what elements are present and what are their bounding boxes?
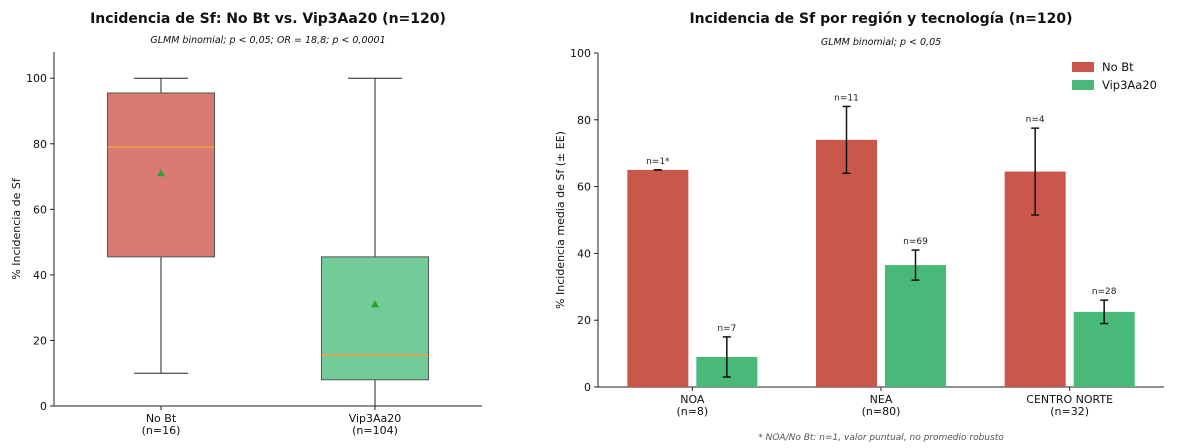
bar-y-tick-label: 20	[577, 314, 591, 327]
box-plot-area: 0 20 40 60 80 100 No Bt(n=16) Vip3Aa20(n=104)	[26, 52, 482, 437]
box-y-tick-label: 0	[40, 400, 47, 413]
box-y-tick-label: 100	[26, 72, 47, 85]
bar-n-label: n=7	[717, 324, 736, 334]
box-iqr	[321, 256, 429, 381]
bar-x-tick-sublabel: (n=32)	[1050, 405, 1089, 418]
box-x-tick-sublabel: (n=16)	[142, 424, 181, 437]
box-y-tick-label: 40	[33, 269, 47, 282]
box-x-tick-label: Vip3Aa20	[349, 412, 402, 425]
box-chart-title: Incidencia de Sf: No Bt vs. Vip3Aa20 (n=…	[90, 11, 446, 27]
bar-chart-footnote: * NOA/No Bt: n=1, valor puntual, no prom…	[758, 433, 1004, 443]
bar-y-tick-label: 40	[577, 247, 591, 260]
box-mean-marker	[157, 169, 165, 177]
bar-x-tick-sublabel: (n=80)	[862, 405, 901, 418]
bar-vip3aa20	[1073, 311, 1135, 387]
bar-x-tick-label: CENTRO NORTE	[1026, 393, 1113, 406]
legend-label: No Bt	[1102, 60, 1134, 74]
bar-n-label: n=69	[903, 237, 928, 247]
box-chart-subtitle: GLMM binomial; p < 0,05; OR = 18,8; p < …	[150, 35, 385, 46]
bar-no-bt	[627, 169, 689, 387]
box-y-tick-label: 20	[33, 334, 47, 347]
bar-y-tick-label: 100	[570, 47, 591, 60]
bar-chart-title: Incidencia de Sf por región y tecnología…	[689, 11, 1072, 27]
bar-y-tick-label: 60	[577, 181, 591, 194]
bar-n-label: n=11	[834, 93, 859, 103]
bar-plot-area: 020406080100n=1*n=7NOA(n=8)n=11n=69NEA(n…	[570, 47, 1164, 418]
bar-n-label: n=4	[1026, 115, 1045, 125]
bar-vip3aa20	[885, 265, 946, 387]
box-mean-marker	[371, 300, 379, 308]
box-y-tick-label: 80	[33, 138, 47, 151]
box-x-tick-sublabel: (n=104)	[352, 424, 398, 437]
legend-swatch	[1072, 80, 1094, 90]
bar-n-label: n=28	[1092, 287, 1117, 297]
box-x-tick-label: No Bt	[146, 412, 177, 425]
box-y-tick-label: 60	[33, 203, 47, 216]
legend-label: Vip3Aa20	[1102, 78, 1157, 92]
bar-n-label: n=1*	[646, 157, 670, 167]
bar-x-tick-sublabel: (n=8)	[676, 405, 708, 418]
bar-chart-ylabel: % Incidencia media de Sf (± EE)	[554, 131, 567, 309]
bar-x-tick-label: NOA	[680, 393, 705, 406]
bar-x-tick-label: NEA	[870, 393, 893, 406]
bar-no-bt	[816, 139, 877, 387]
legend-swatch	[1072, 62, 1094, 72]
bar-y-tick-label: 80	[577, 114, 591, 127]
box-chart-ylabel: % Incidencia de Sf	[10, 177, 23, 280]
bar-chart-subtitle: GLMM binomial; p < 0,05	[821, 37, 941, 48]
bar-y-tick-label: 0	[584, 381, 591, 394]
